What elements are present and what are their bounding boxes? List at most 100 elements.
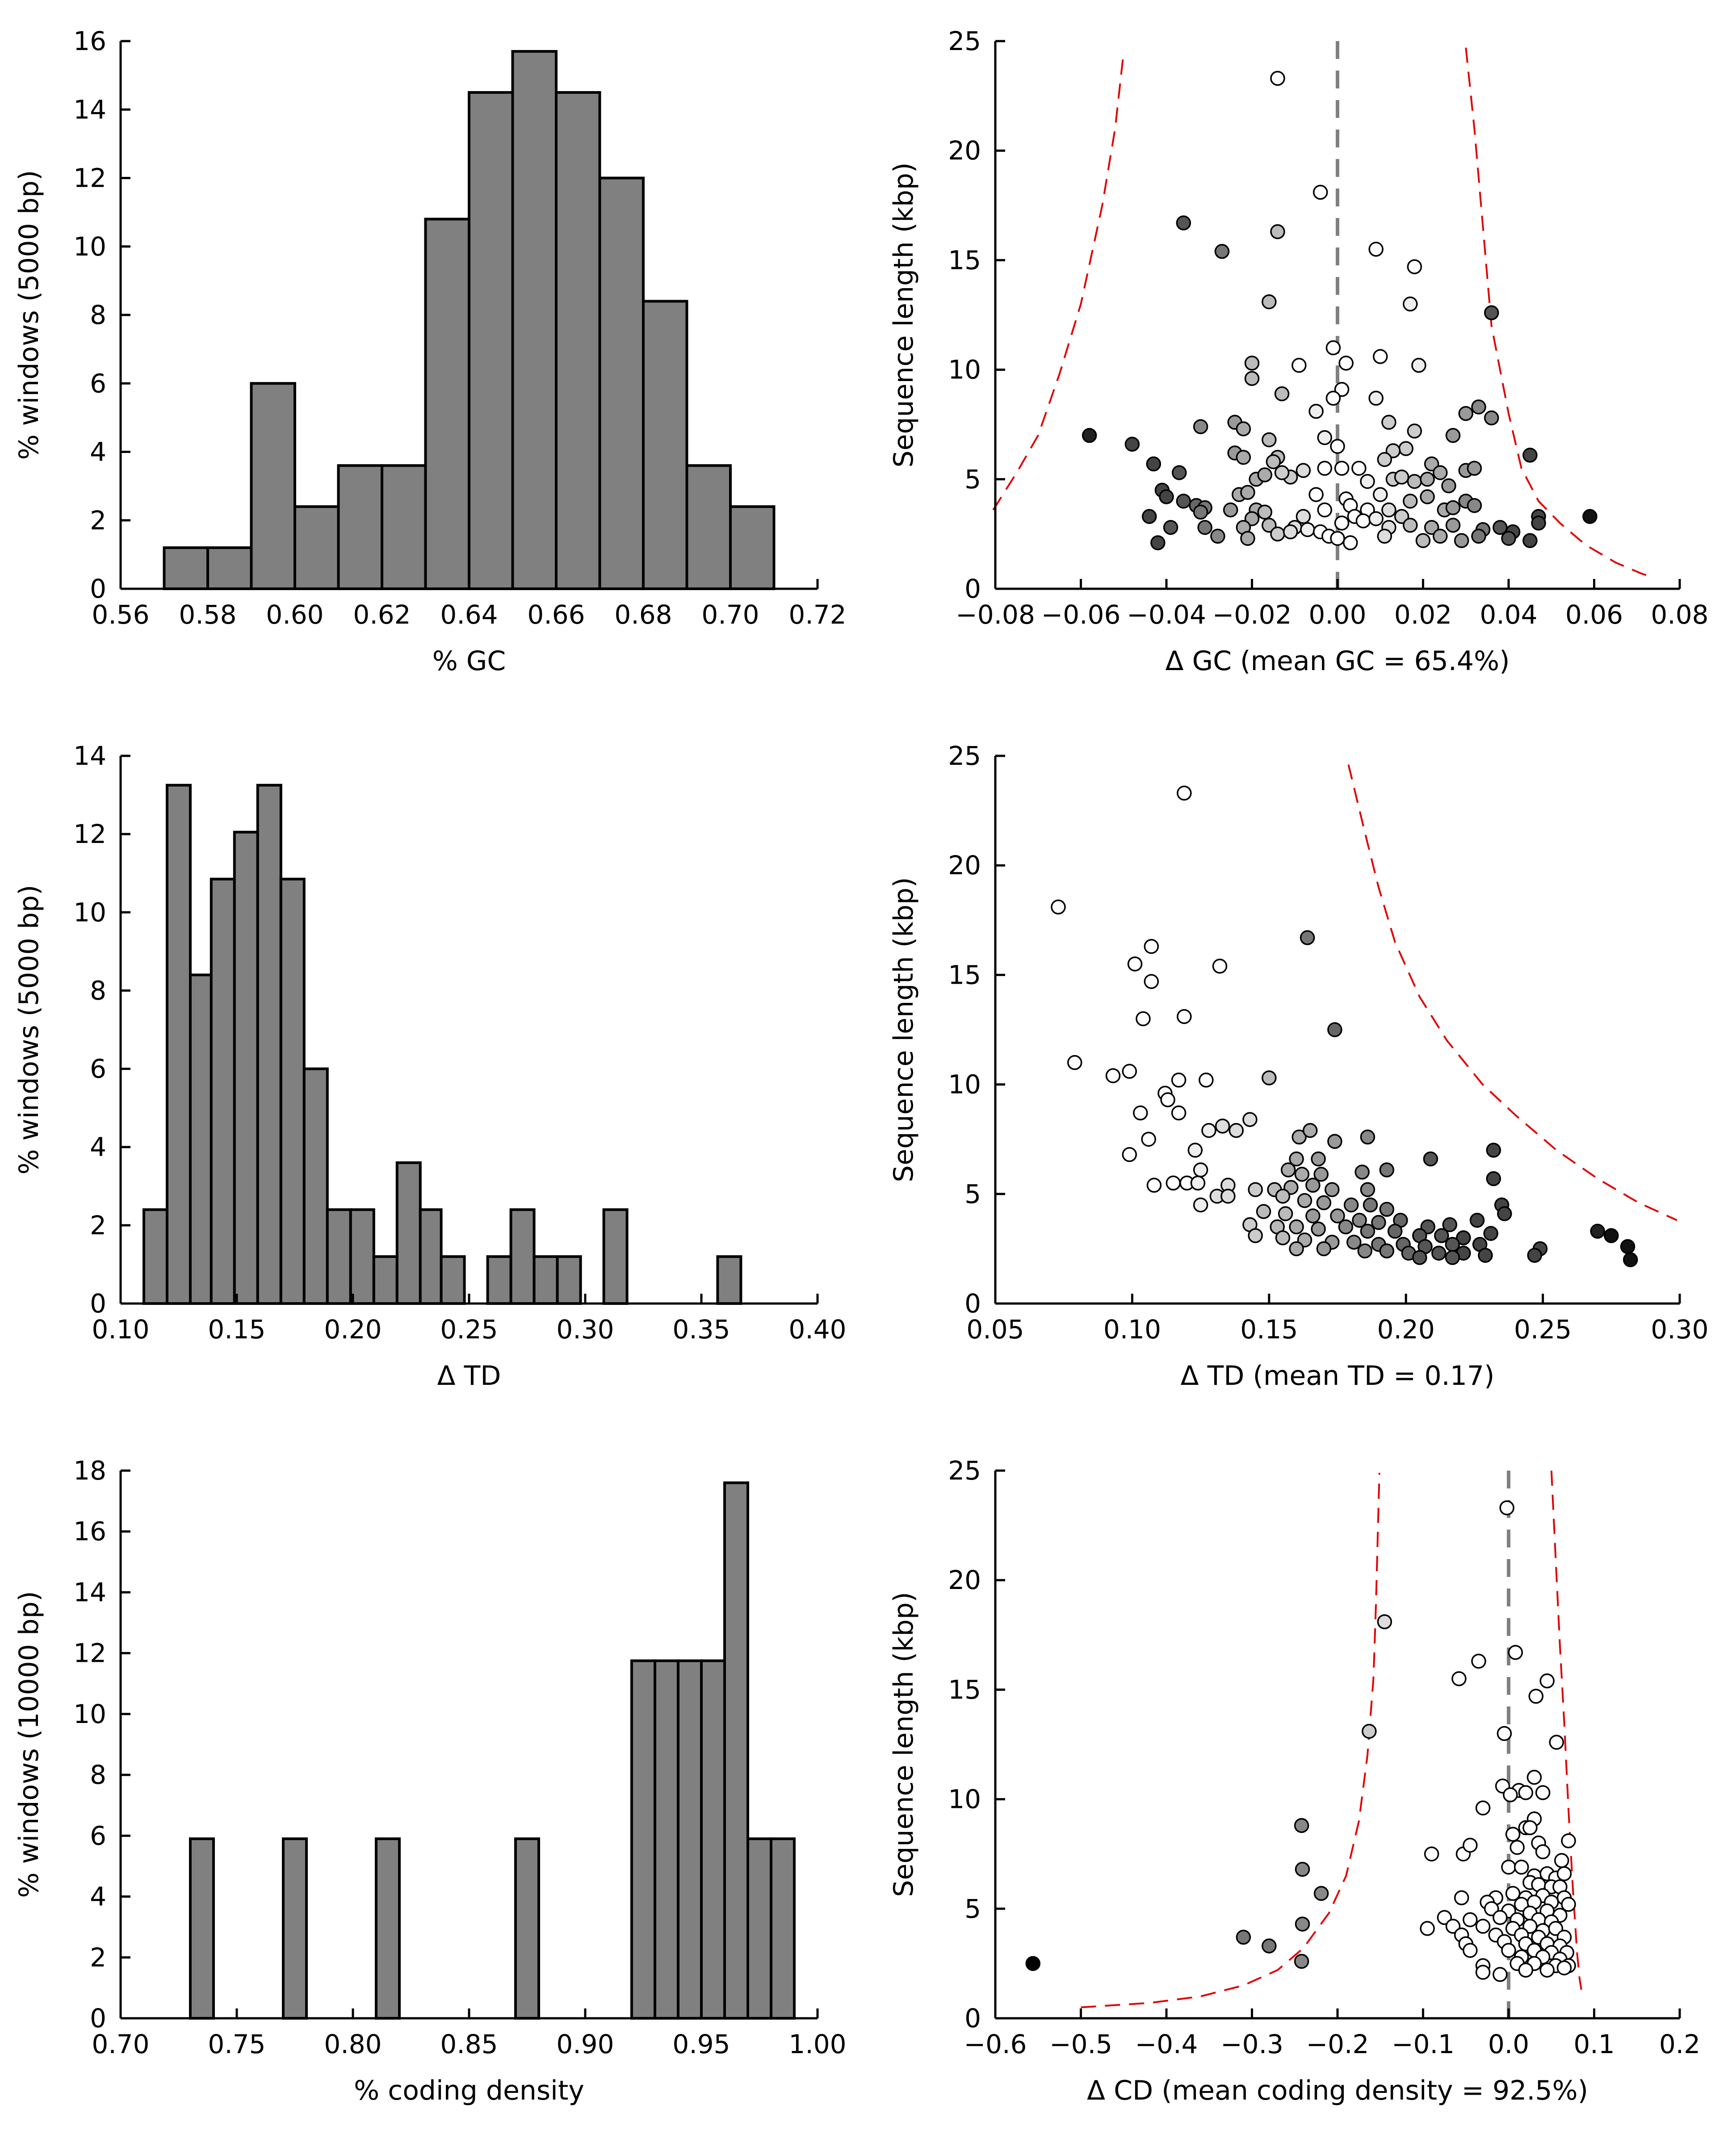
data-point-41 bbox=[1486, 1171, 1501, 1186]
threshold-curve-0 bbox=[1081, 1472, 1380, 2008]
data-point-71 bbox=[1548, 1921, 1564, 1936]
data-point-98 bbox=[1475, 1965, 1491, 1980]
y-tick-label: 16 bbox=[73, 26, 106, 56]
bar-18 bbox=[602, 1208, 629, 1305]
data-point-13 bbox=[1535, 1785, 1551, 1800]
data-point-115 bbox=[1240, 531, 1255, 546]
bar-6 bbox=[279, 877, 306, 1305]
data-point-3 bbox=[1270, 224, 1285, 239]
chart-cd-histogram: 0.70 0.75 0.80 0.85 0.90 0.95 1.00 0 2 4 6 8 10 12 14 1… bbox=[13, 1455, 847, 2106]
data-point-62 bbox=[1420, 472, 1435, 487]
data-point-16 bbox=[1475, 1800, 1491, 1815]
data-point-8 bbox=[1403, 296, 1418, 312]
x-tick-label: 0.10 bbox=[92, 1314, 149, 1345]
data-point-12 bbox=[1292, 358, 1307, 373]
data-point-28 bbox=[1535, 1844, 1551, 1860]
data-point-49 bbox=[1433, 465, 1448, 480]
data-point-61 bbox=[1407, 474, 1422, 489]
data-point-93 bbox=[1141, 509, 1157, 524]
x-tick-label: 0.20 bbox=[324, 1314, 382, 1345]
data-point-73 bbox=[1403, 494, 1418, 509]
data-point-66 bbox=[1330, 1208, 1345, 1224]
data-point-5 bbox=[1539, 1673, 1555, 1689]
bar-8 bbox=[723, 1481, 749, 2020]
data-point-3 bbox=[1471, 1653, 1486, 1669]
data-point-2 bbox=[1508, 1645, 1523, 1660]
threshold-curve-0 bbox=[992, 52, 1125, 511]
bar-1 bbox=[282, 1837, 308, 2020]
data-point-36 bbox=[1556, 1866, 1572, 1882]
data-point-9 bbox=[1549, 1735, 1564, 1750]
data-point-30 bbox=[1236, 421, 1251, 436]
data-point-27 bbox=[1146, 456, 1162, 472]
x-tick-label: −0.4 bbox=[1135, 2029, 1198, 2059]
data-point-10 bbox=[1325, 340, 1341, 356]
bar-1 bbox=[166, 784, 192, 1305]
data-point-107 bbox=[1424, 520, 1439, 535]
data-point-54 bbox=[1257, 467, 1272, 482]
data-point-32 bbox=[1514, 1859, 1529, 1875]
y-tick-label: 15 bbox=[948, 960, 981, 990]
data-point-15 bbox=[1262, 1070, 1277, 1086]
chart-td-histogram: 0.10 0.15 0.20 0.25 0.30 0.35 0.40 0 2 4 6 8 10 12 14 Δ… bbox=[13, 741, 847, 1392]
data-point-60 bbox=[1493, 1910, 1508, 1925]
bar-17 bbox=[556, 1255, 582, 1305]
x-tick-label: 0.64 bbox=[440, 599, 498, 630]
data-point-50 bbox=[1324, 1182, 1340, 1197]
data-point-54 bbox=[1220, 1188, 1236, 1204]
data-point-21 bbox=[1368, 390, 1384, 406]
data-point-99 bbox=[1493, 1967, 1508, 1982]
data-point-76 bbox=[1467, 498, 1482, 513]
data-point-82 bbox=[1434, 1228, 1449, 1243]
data-point-28 bbox=[1193, 419, 1208, 434]
data-point-63 bbox=[1256, 1204, 1271, 1219]
bar-5 bbox=[654, 1659, 679, 2020]
data-point-7 bbox=[1136, 1011, 1151, 1027]
data-point-0 bbox=[1499, 1500, 1514, 1516]
x-tick-label: 0.35 bbox=[672, 1314, 730, 1345]
data-point-52 bbox=[1561, 1897, 1576, 1912]
data-point-1 bbox=[1312, 184, 1328, 200]
data-point-39 bbox=[1522, 448, 1538, 463]
data-point-14 bbox=[1373, 349, 1388, 364]
data-point-88 bbox=[1275, 1230, 1291, 1245]
data-point-18 bbox=[1171, 1105, 1187, 1121]
data-point-24 bbox=[1141, 1132, 1156, 1147]
x-tick-label: 0.15 bbox=[208, 1314, 265, 1345]
threshold-curve-0 bbox=[1347, 764, 1677, 1221]
bar-3 bbox=[514, 1837, 540, 2020]
x-tick-label: −0.1 bbox=[1392, 2029, 1455, 2059]
data-point-96 bbox=[1244, 511, 1260, 526]
data-point-0 bbox=[1270, 71, 1285, 86]
data-point-70 bbox=[1308, 487, 1324, 502]
data-point-21 bbox=[1215, 1119, 1230, 1134]
data-point-103 bbox=[1025, 1956, 1041, 1971]
data-point-68 bbox=[1371, 1215, 1386, 1230]
x-tick-label: 0.85 bbox=[440, 2029, 498, 2059]
y-tick-label: 6 bbox=[90, 368, 106, 398]
data-point-14 bbox=[1518, 1785, 1534, 1800]
data-point-13 bbox=[1338, 356, 1354, 371]
y-tick-label: 20 bbox=[948, 135, 981, 166]
bar-13 bbox=[729, 505, 776, 590]
data-point-77 bbox=[1236, 1929, 1251, 1945]
bar-16 bbox=[533, 1255, 559, 1305]
x-tick-label: 0.20 bbox=[1377, 1314, 1435, 1345]
y-tick-label: 4 bbox=[90, 1132, 106, 1162]
y-tick-label: 14 bbox=[73, 741, 106, 771]
x-tick-label: 0.25 bbox=[440, 1314, 498, 1345]
x-axis-title: % coding density bbox=[354, 2075, 584, 2106]
data-point-126 bbox=[1501, 531, 1516, 546]
y-axis-title: Sequence length (kbp) bbox=[888, 1592, 919, 1897]
y-tick-label: 0 bbox=[964, 574, 981, 604]
data-point-72 bbox=[1469, 1212, 1485, 1228]
data-point-72 bbox=[1373, 487, 1388, 502]
y-tick-label: 5 bbox=[964, 1894, 981, 1924]
y-tick-label: 18 bbox=[73, 1455, 106, 1486]
bar-5 bbox=[381, 464, 427, 591]
data-point-65 bbox=[1420, 1921, 1435, 1936]
data-point-33 bbox=[1330, 439, 1345, 454]
data-point-44 bbox=[1317, 461, 1333, 476]
data-point-67 bbox=[1352, 1212, 1367, 1228]
y-tick-label: 14 bbox=[73, 1577, 106, 1607]
